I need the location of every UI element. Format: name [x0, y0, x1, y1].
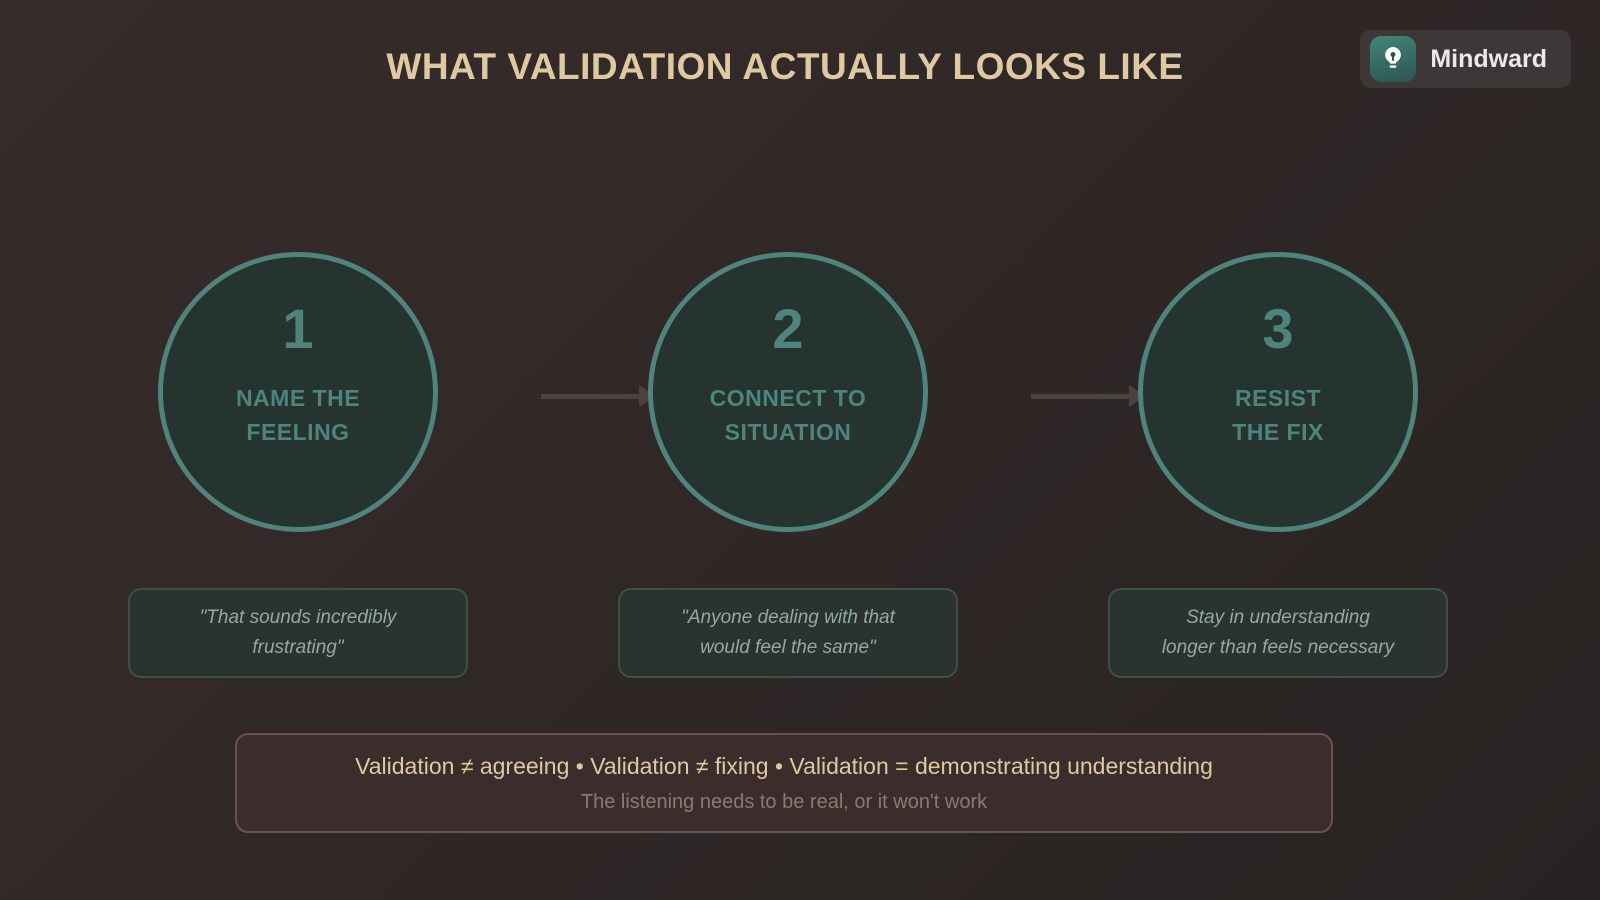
quote-box-2: "Anyone dealing with that would feel the…: [618, 588, 958, 678]
step-label: CONNECT TO SITUATION: [709, 385, 867, 445]
page-title: WHAT VALIDATION ACTUALLY LOOKS LIKE: [386, 46, 1184, 87]
step-label: RESIST THE FIX: [1232, 385, 1324, 445]
quote-text: Stay in understanding longer than feels …: [1161, 607, 1395, 658]
step-label: NAME THE FEELING: [235, 385, 361, 445]
step-connector-arrow-icon: [1031, 385, 1145, 407]
brand-badge: Mindward: [1360, 30, 1571, 88]
summary-banner: Validation ≠ agreeing • Validation ≠ fix…: [235, 733, 1333, 833]
brand-name: Mindward: [1430, 44, 1547, 73]
step-number: 2: [772, 297, 804, 360]
step-circle-2: 2 CONNECT TO SITUATION: [648, 252, 928, 532]
step-number: 1: [282, 297, 314, 360]
arrow-line: [1031, 393, 1129, 399]
step-number: 3: [1262, 297, 1294, 360]
banner-sub-text: The listening needs to be real, or it wo…: [580, 790, 988, 813]
quote-text: "That sounds incredibly frustrating": [199, 607, 397, 658]
step-connector-arrow-icon: [541, 385, 655, 407]
step-circle-3: 3 RESIST THE FIX: [1138, 252, 1418, 532]
quote-box-1: "That sounds incredibly frustrating": [128, 588, 468, 678]
quote-box-3: Stay in understanding longer than feels …: [1108, 588, 1448, 678]
lightbulb-icon: [1370, 36, 1417, 82]
arrow-line: [541, 393, 639, 399]
quote-text: "Anyone dealing with that would feel the…: [681, 607, 895, 658]
banner-main-text: Validation ≠ agreeing • Validation ≠ fix…: [355, 752, 1213, 779]
step-circle-1: 1 NAME THE FEELING: [158, 252, 438, 532]
